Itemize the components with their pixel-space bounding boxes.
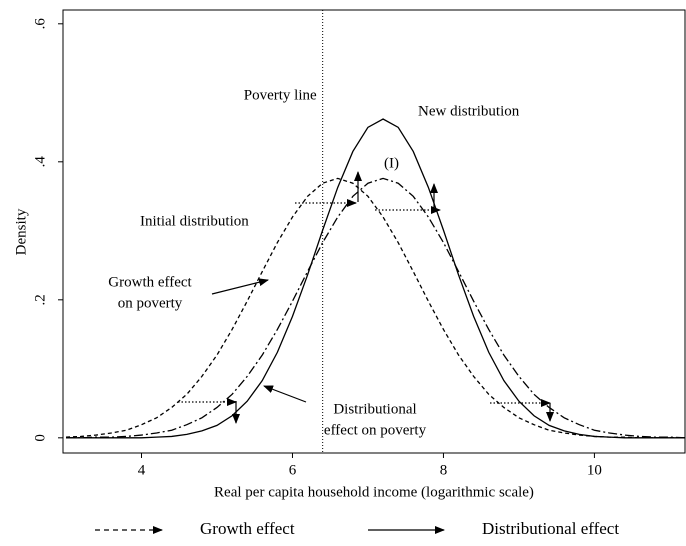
annotation: Growth effect (108, 274, 192, 290)
y-tick-label: .2 (32, 294, 48, 305)
annotation: effect on poverty (324, 422, 427, 438)
x-tick-label: 6 (289, 462, 297, 478)
y-tick-label: 0 (32, 434, 48, 442)
series-label: Initial distribution (140, 213, 249, 229)
y-tick-label: .6 (32, 18, 48, 30)
x-tick-label: 4 (138, 462, 146, 478)
density-curve (66, 177, 686, 439)
legend-label: Growth effect (200, 519, 295, 538)
x-tick-label: 10 (587, 462, 602, 478)
x-tick-label: 8 (440, 462, 448, 478)
x-axis-label: Real per capita household income (logari… (214, 484, 534, 500)
annotation: on poverty (118, 295, 183, 311)
pointer-arrow (263, 385, 307, 403)
effect-arrows (178, 171, 554, 424)
y-tick-label: .4 (32, 156, 48, 168)
plot-frame (62, 9, 686, 454)
series-label: New distribution (418, 103, 520, 119)
poverty-line-label: Poverty line (244, 87, 317, 103)
series-label: (I) (384, 155, 399, 171)
pointer-arrow (211, 278, 269, 295)
legend-label: Distributional effect (482, 519, 619, 538)
density-curve (66, 118, 685, 439)
annotation: Distributional (333, 401, 416, 417)
y-axis-label: Density (13, 208, 29, 255)
